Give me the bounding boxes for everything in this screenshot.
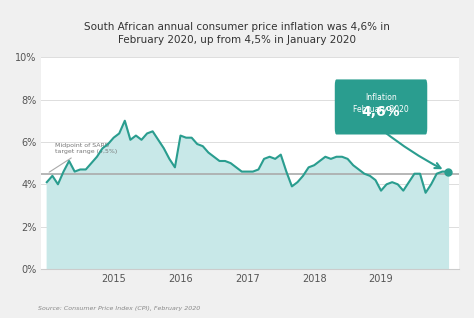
Text: Inflation
February 2020: Inflation February 2020 bbox=[353, 93, 409, 114]
Text: 4,6%: 4,6% bbox=[362, 105, 401, 119]
Text: South African annual consumer price inflation was 4,6% in
February 2020, up from: South African annual consumer price infl… bbox=[84, 22, 390, 45]
FancyBboxPatch shape bbox=[335, 80, 427, 135]
Text: Midpoint of SARB
target range (4,5%): Midpoint of SARB target range (4,5%) bbox=[49, 143, 118, 172]
Text: Source: Consumer Price Index (CPI), February 2020: Source: Consumer Price Index (CPI), Febr… bbox=[38, 306, 200, 311]
